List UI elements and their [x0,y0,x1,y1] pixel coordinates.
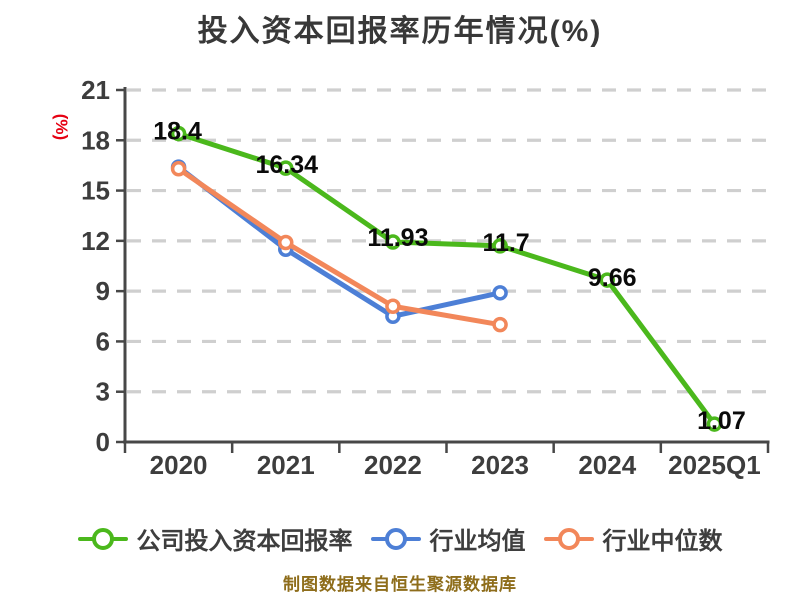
chart-title: 投入资本回报率历年情况(%) [197,15,603,48]
data-point [492,285,508,301]
data-point-label: 11.93 [367,224,428,252]
y-tick-label: 12 [81,226,110,256]
legend-item-industry-mean: 行业均值 [370,521,526,556]
x-tick-label: 2023 [471,450,529,480]
legend-item-company-roic: 公司投入资本回报率 [77,521,353,556]
data-point [599,272,615,288]
data-point-label: 9.66 [588,264,637,292]
data-point [706,416,723,432]
x-tick-label: 2020 [150,450,208,480]
data-point [385,298,401,314]
data-source-note: 制图数据来自恒生聚源数据库 [283,575,517,594]
data-point [385,234,401,250]
x-tick-label: 2025Q1 [668,450,761,480]
line-circle-marker-icon [370,527,421,551]
line-circle-marker-icon [543,527,594,551]
y-tick-label: 21 [81,75,110,105]
data-point [278,234,294,251]
data-point-label: 1.07 [697,407,746,435]
y-tick-label: 9 [96,276,110,306]
legend-item-industry-median: 行业中位数 [543,521,723,556]
data-point [492,316,508,333]
data-point-label: 18.4 [153,118,202,146]
legend-label: 公司投入资本回报率 [136,528,353,555]
y-tick-label: 0 [96,427,110,457]
data-point [492,238,508,254]
legend-label: 行业中位数 [602,528,723,555]
data-point-label: 16.34 [255,151,318,179]
line-circle-marker-icon [77,527,128,551]
series-line [176,166,503,328]
x-tick-label: 2022 [364,450,422,480]
y-tick-label: 18 [81,125,110,155]
data-point-label: 11.7 [482,229,529,257]
x-tick-label: 2024 [578,450,636,480]
y-tick-label: 6 [96,326,110,356]
y-tick-label: 15 [81,176,110,206]
legend: 公司投入资本回报率 行业均值 行业中位数 [0,521,800,556]
y-tick-label: 3 [96,377,110,407]
data-point [278,160,294,176]
legend-label: 行业均值 [429,528,526,555]
data-point [170,125,187,142]
x-tick-label: 2021 [257,450,315,480]
series-line [176,131,717,427]
data-point [170,161,187,177]
